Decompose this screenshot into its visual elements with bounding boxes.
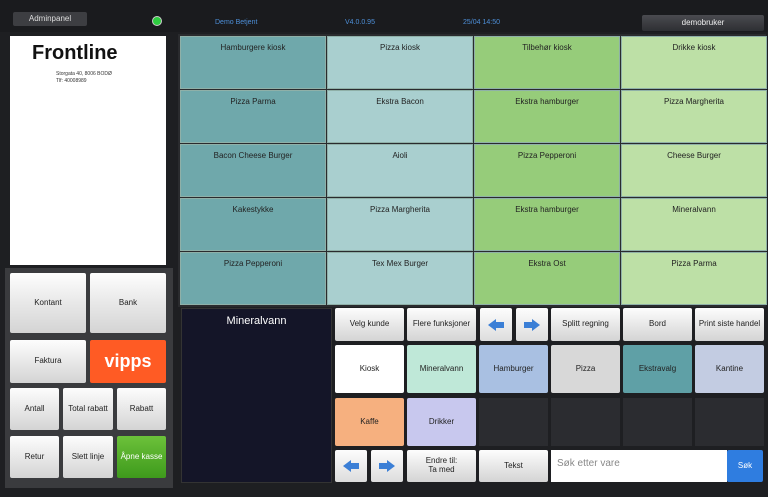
- takeaway-button[interactable]: Endre til: Ta med: [407, 450, 476, 482]
- category-button[interactable]: Mineralvann: [407, 345, 476, 393]
- staff-name: Demo Betjent: [215, 19, 258, 26]
- action-button[interactable]: Rabatt: [117, 388, 166, 430]
- category-button[interactable]: Drikker: [407, 398, 476, 446]
- category-button[interactable]: Kiosk: [335, 345, 404, 393]
- product-button[interactable]: Pizza Pepperoni: [180, 252, 326, 305]
- product-button[interactable]: Hamburgere kiosk: [180, 36, 326, 89]
- product-button[interactable]: Tilbehør kiosk: [474, 36, 620, 89]
- user-button[interactable]: demobruker: [642, 15, 764, 31]
- phone: Tlf: 40008989: [56, 78, 87, 84]
- payment-button[interactable]: Faktura: [10, 340, 86, 383]
- category-button[interactable]: Pizza: [551, 345, 620, 393]
- arrow-button[interactable]: [480, 308, 512, 341]
- action-button[interactable]: Slett linje: [63, 436, 113, 478]
- search-button[interactable]: Søk: [727, 450, 763, 482]
- toolbar-button[interactable]: Velg kunde: [335, 308, 404, 341]
- arrow-icon: [488, 318, 504, 331]
- product-button[interactable]: Kakestykke: [180, 198, 326, 251]
- top-bar: [0, 0, 768, 32]
- admin-button[interactable]: Adminpanel: [13, 12, 87, 26]
- arrow-icon: [524, 318, 540, 331]
- product-button[interactable]: Bacon Cheese Burger: [180, 144, 326, 197]
- logo: Frontline: [32, 42, 118, 64]
- product-button[interactable]: Pizza kiosk: [327, 36, 473, 89]
- action-button[interactable]: Antall: [10, 388, 59, 430]
- category-button[interactable]: Ekstravalg: [623, 345, 692, 393]
- product-button[interactable]: Pizza Parma: [621, 252, 767, 305]
- display: Mineralvann: [181, 308, 332, 483]
- toolbar-button[interactable]: Bord: [623, 308, 692, 341]
- search-input[interactable]: Søk etter vare: [551, 450, 727, 482]
- category-button[interactable]: Kaffe: [335, 398, 404, 446]
- action-button[interactable]: Retur: [10, 436, 59, 478]
- arrow-button[interactable]: [371, 450, 403, 482]
- product-button[interactable]: Ekstra hamburger: [474, 90, 620, 143]
- address: Storgata 40, 8006 BODØ: [56, 71, 112, 77]
- version: V4.0.0.95: [345, 19, 375, 26]
- product-button[interactable]: Tex Mex Burger: [327, 252, 473, 305]
- product-button[interactable]: Pizza Pepperoni: [474, 144, 620, 197]
- datetime: 25/04 14:50: [463, 19, 500, 26]
- product-button[interactable]: Mineralvann: [621, 198, 767, 251]
- action-button[interactable]: Total rabatt: [63, 388, 113, 430]
- toolbar-button[interactable]: Splitt regning: [551, 308, 620, 341]
- category-button[interactable]: Kantine: [695, 345, 764, 393]
- toolbar-button[interactable]: Flere funksjoner: [407, 308, 476, 341]
- product-button[interactable]: Ekstra Ost: [474, 252, 620, 305]
- arrow-icon: [379, 460, 395, 472]
- product-button[interactable]: Cheese Burger: [621, 144, 767, 197]
- empty-slot: [479, 398, 548, 446]
- product-button[interactable]: Ekstra hamburger: [474, 198, 620, 251]
- product-button[interactable]: Pizza Margherita: [621, 90, 767, 143]
- vipps-button[interactable]: vipps: [90, 340, 166, 383]
- empty-slot: [623, 398, 692, 446]
- product-button[interactable]: Pizza Parma: [180, 90, 326, 143]
- product-button[interactable]: Ekstra Bacon: [327, 90, 473, 143]
- product-button[interactable]: Aioli: [327, 144, 473, 197]
- payment-button[interactable]: Bank: [90, 273, 166, 333]
- arrow-button[interactable]: [516, 308, 548, 341]
- text-button[interactable]: Tekst: [479, 450, 548, 482]
- product-button[interactable]: Drikke kiosk: [621, 36, 767, 89]
- payment-button[interactable]: Kontant: [10, 273, 86, 333]
- product-button[interactable]: Pizza Margherita: [327, 198, 473, 251]
- arrow-button[interactable]: [335, 450, 367, 482]
- display-text: Mineralvann: [226, 315, 287, 327]
- action-button[interactable]: Åpne kasse: [117, 436, 166, 478]
- empty-slot: [551, 398, 620, 446]
- category-button[interactable]: Hamburger: [479, 345, 548, 393]
- status-dot: [152, 16, 162, 26]
- receipt: Frontline Storgata 40, 8006 BODØ Tlf: 40…: [10, 36, 166, 265]
- arrow-icon: [343, 460, 359, 472]
- toolbar-button[interactable]: Print siste handel: [695, 308, 764, 341]
- empty-slot: [695, 398, 764, 446]
